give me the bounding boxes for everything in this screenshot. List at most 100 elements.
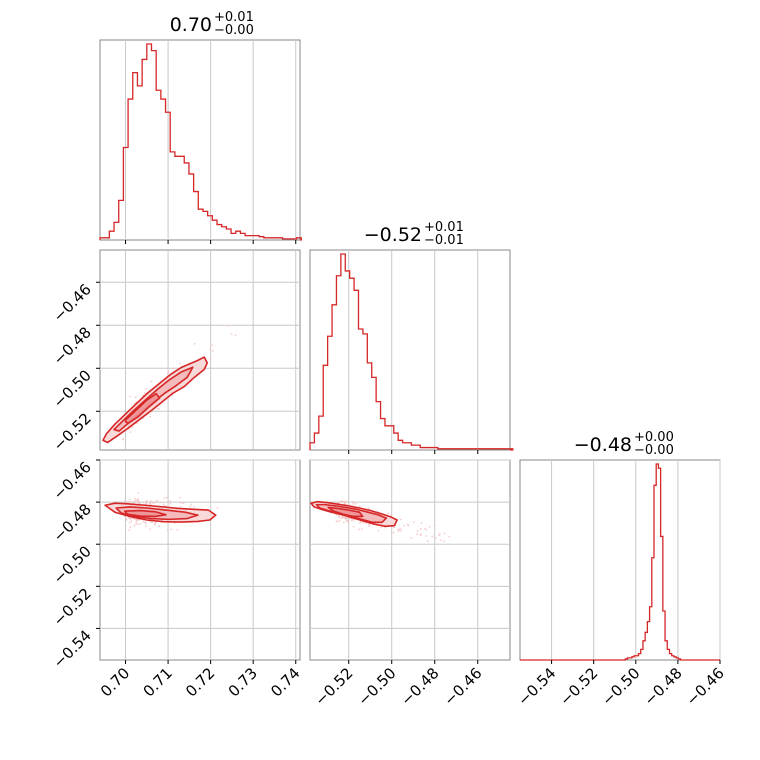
y-tick-label: −0.50 [50,366,95,411]
sample-point [162,503,165,506]
sample-point [179,506,182,508]
sample-point [343,501,345,503]
sample-point [390,513,393,516]
sample-point [178,362,181,365]
hist-panel [519,459,721,661]
x-tick-label: 0.70 [97,664,133,700]
sample-point [172,367,175,370]
sample-point [338,516,340,519]
sample-point [425,529,428,531]
sample-point [377,529,380,532]
sample-point [154,523,157,525]
sample-point [131,426,134,429]
sample-point [128,521,131,524]
sample-point [124,499,127,502]
sample-point [211,344,214,347]
sample-point [149,528,152,530]
sample-point [412,521,415,523]
sample-point [341,516,344,519]
title-upper-error: +0.01 [214,10,254,25]
sample-point [126,501,129,503]
sample-point [144,392,146,394]
sample-point [407,524,410,527]
sample-point [396,528,399,531]
sample-point [137,523,139,525]
sample-point [425,534,427,537]
title-upper-error: +0.00 [634,430,674,445]
sample-point [227,324,230,327]
sample-point [440,539,442,542]
sample-point [360,528,363,530]
y-tick-label: −0.54 [50,627,95,672]
contour-level [123,509,167,518]
sample-point [216,507,219,509]
x-tick-label: −0.46 [440,664,485,709]
sample-point [433,524,436,527]
sample-point [163,497,166,500]
histogram-series [99,43,302,241]
sample-point [149,415,151,418]
sample-point [443,532,446,535]
sample-point [340,500,343,502]
sample-point [152,502,155,504]
hist-panel [309,249,511,451]
x-tick-label: −0.48 [640,664,685,709]
sample-point [189,505,192,508]
sample-point [169,500,172,503]
sample-point [338,519,341,522]
sample-point [352,503,355,505]
sample-point [410,536,413,539]
sample-point [416,533,418,536]
sample-point [416,529,419,532]
sample-point [368,508,371,510]
x-tick-label: −0.48 [397,664,442,709]
sample-point [358,505,361,508]
sample-point [167,370,170,373]
sample-point [145,503,148,505]
sample-point [179,496,181,499]
sample-point [134,497,137,500]
sample-point [165,496,168,499]
sample-point [399,518,402,521]
y-tick-label: −0.52 [50,409,95,454]
title-lower-error: −0.00 [214,23,254,38]
x-tick-label: −0.52 [556,664,601,709]
sample-point [129,526,132,529]
x-tick-label: −0.46 [683,664,728,709]
sample-point [230,333,233,336]
sample-point [176,528,179,531]
sample-point [386,512,389,515]
sample-point [159,501,162,504]
sample-point [155,521,158,524]
title-upper-error: +0.01 [424,220,464,235]
sample-point [128,500,131,503]
sample-point [129,395,132,398]
sample-point [135,523,137,525]
sample-point [151,521,154,524]
panel-title: −0.52 +0.01−0.01 [364,220,464,248]
x-tick-label: −0.54 [514,664,559,709]
title-lower-error: −0.01 [424,233,464,248]
sample-point [145,525,147,527]
y-tick-label: −0.48 [50,500,95,545]
x-tick-label: 0.72 [182,664,218,700]
sample-point [136,519,138,522]
title-value: 0.70 [170,14,212,36]
sample-point [392,526,395,529]
sample-point [139,522,142,525]
sample-point [434,537,437,540]
sample-point [121,438,124,441]
sample-point [384,526,387,529]
sample-point [166,372,169,375]
sample-point [125,517,128,520]
sample-point [448,535,451,538]
panel-title: 0.70 +0.01−0.00 [170,10,254,38]
sample-point [137,502,140,505]
sample-point [136,499,138,501]
sample-point [156,499,158,502]
sample-point [150,380,153,383]
sample-point [129,518,132,520]
sample-point [145,387,147,390]
scatter-panel [309,459,511,661]
sample-point [337,501,340,504]
